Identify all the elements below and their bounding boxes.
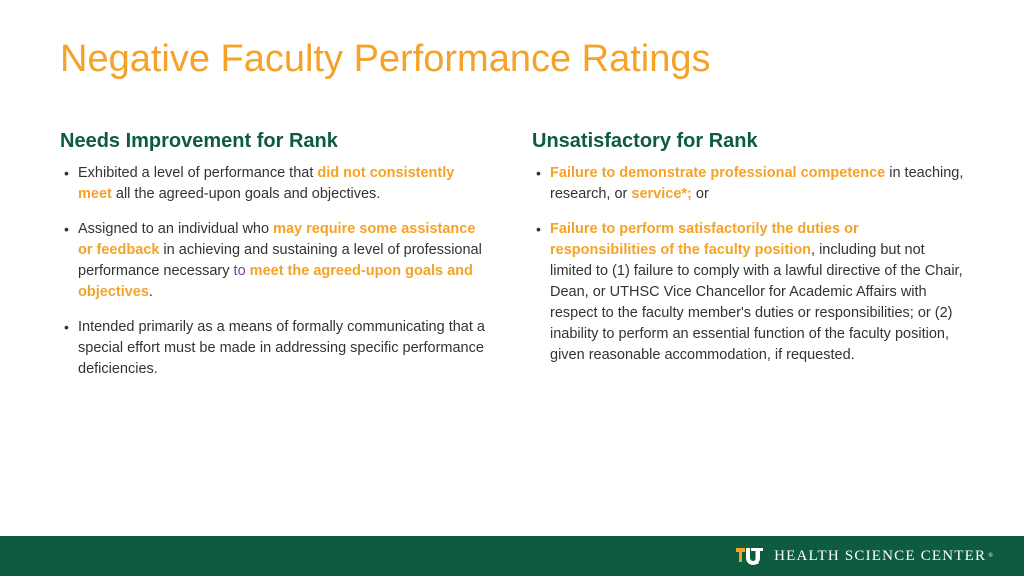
text: all the agreed-upon goals and objectives… <box>112 186 380 202</box>
right-heading: Unsatisfactory for Rank <box>532 130 964 153</box>
list-item: Intended primarily as a means of formall… <box>60 317 492 380</box>
list-item: Exhibited a level of performance that di… <box>60 163 492 205</box>
list-item: Failure to demonstrate professional comp… <box>532 163 964 205</box>
slide: { "colors": { "title": "#f5a228", "subhe… <box>0 0 1024 576</box>
ut-logo-icon <box>736 546 764 566</box>
left-heading: Needs Improvement for Rank <box>60 130 492 153</box>
text: , including but not limited to (1) failu… <box>550 242 963 363</box>
highlight-text: Failure to demonstrate professional comp… <box>550 165 885 181</box>
text: HEALTH SCIENCE CENTER <box>774 548 986 564</box>
footer-bar: HEALTH SCIENCE CENTER® <box>0 536 1024 576</box>
footer-logo-text: HEALTH SCIENCE CENTER® <box>774 548 994 565</box>
list-item: Failure to perform satisfactorily the du… <box>532 219 964 366</box>
text: . <box>149 284 153 300</box>
registered-mark: ® <box>988 553 994 559</box>
highlight-text: service*; <box>631 186 691 202</box>
slide-title: Negative Faculty Performance Ratings <box>60 38 711 81</box>
text: or <box>692 186 709 202</box>
footer-logo: HEALTH SCIENCE CENTER® <box>736 546 994 566</box>
text: Assigned to an individual who <box>78 221 273 237</box>
text: Exhibited a level of performance that <box>78 165 317 181</box>
text: to <box>234 263 250 279</box>
left-column: Needs Improvement for Rank Exhibited a l… <box>60 130 492 394</box>
text: Intended primarily as a means of formall… <box>78 319 485 377</box>
list-item: Assigned to an individual who may requir… <box>60 219 492 303</box>
left-list: Exhibited a level of performance that di… <box>60 163 492 380</box>
right-column: Unsatisfactory for Rank Failure to demon… <box>532 130 964 394</box>
right-list: Failure to demonstrate professional comp… <box>532 163 964 366</box>
content-columns: Needs Improvement for Rank Exhibited a l… <box>60 130 964 394</box>
